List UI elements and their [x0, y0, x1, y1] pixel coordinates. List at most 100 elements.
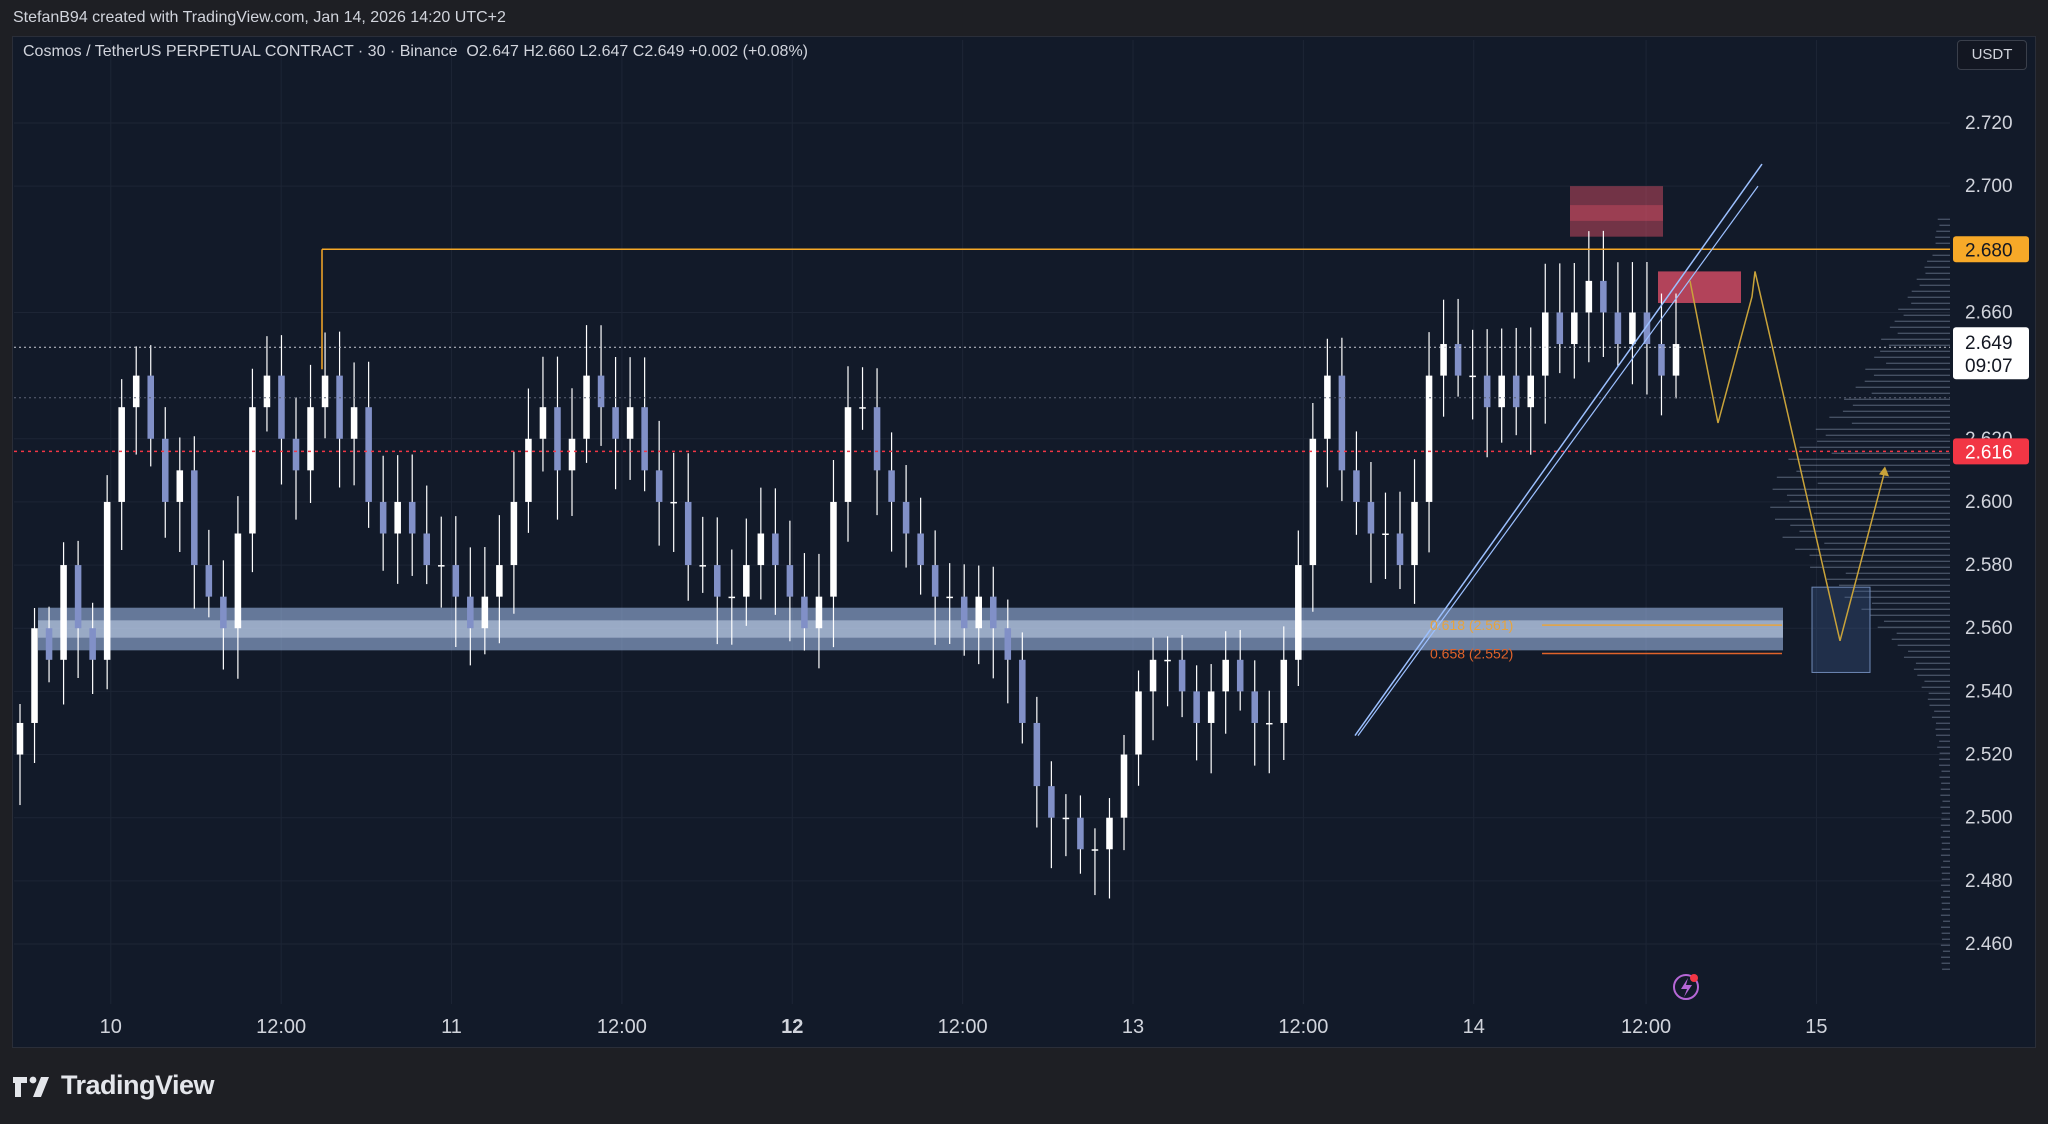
- candle-body: [946, 596, 953, 599]
- candle-body: [379, 501, 387, 534]
- candle-body: [554, 407, 561, 471]
- candle-body: [307, 407, 314, 471]
- candle-body: [1454, 344, 1462, 376]
- candle-body: [786, 565, 794, 597]
- candle-body: [1367, 501, 1375, 534]
- candle-body: [539, 407, 547, 439]
- candle-body: [510, 501, 518, 566]
- candle-body: [743, 565, 750, 597]
- candle-body: [1382, 533, 1389, 535]
- candle-body: [612, 407, 619, 439]
- supply-box-lower: [1658, 271, 1741, 303]
- candle-body: [902, 501, 910, 534]
- candle-body: [220, 596, 227, 629]
- time-tick-label: 12:00: [1621, 1016, 1671, 1038]
- candles: [16, 230, 1680, 899]
- candle-body: [437, 565, 445, 567]
- candle-body: [801, 596, 808, 629]
- resistance-price-label: 2.680: [1965, 240, 2013, 261]
- candle-body: [1338, 375, 1346, 471]
- grid-lines: [14, 40, 1950, 1004]
- candle-body: [278, 375, 285, 439]
- trend-line-upper: [1354, 163, 1763, 737]
- candle-body: [1193, 691, 1200, 723]
- candle-body: [1019, 659, 1026, 723]
- trend-line-lower: [1357, 185, 1759, 736]
- candle-body: [1178, 659, 1186, 692]
- attribution-text: StefanB94 created with TradingView.com, …: [13, 9, 506, 26]
- time-tick-label: 12:00: [938, 1016, 988, 1038]
- time-tick-label: 12:00: [597, 1016, 647, 1038]
- countdown-label: 09:07: [1965, 356, 2013, 377]
- time-tick-label: 12:00: [1278, 1016, 1328, 1038]
- candle-body: [60, 565, 67, 660]
- candle-body: [772, 533, 779, 566]
- supply-box-upper: [1570, 186, 1663, 237]
- time-tick-label: 13: [1122, 1016, 1144, 1038]
- support-zone-core: [38, 620, 1783, 638]
- time-tick-label: 12: [781, 1016, 803, 1038]
- candle-body: [132, 375, 140, 408]
- candle-body: [931, 565, 939, 597]
- candle-body: [655, 470, 663, 502]
- candle-body: [191, 470, 198, 566]
- candle-body: [1062, 817, 1070, 820]
- candle-body: [583, 375, 590, 439]
- candle-body: [103, 501, 111, 660]
- target-box: [1811, 586, 1871, 673]
- candle-body: [1541, 312, 1549, 376]
- candle-body: [1149, 659, 1157, 692]
- candle-body: [757, 533, 765, 566]
- candle-body: [1207, 691, 1215, 723]
- price-tick-label: 2.700: [1965, 176, 2013, 197]
- candle-body: [1483, 375, 1491, 408]
- support-zone: [38, 607, 1783, 651]
- currency-button[interactable]: USDT: [1957, 40, 2027, 70]
- price-tick-label: 2.520: [1965, 745, 2013, 766]
- chart-panel[interactable]: [12, 36, 2036, 1048]
- candle-body: [1033, 722, 1041, 787]
- candle-body: [45, 628, 53, 660]
- tradingview-logo-icon: [13, 1076, 49, 1097]
- price-tick-label: 2.460: [1965, 934, 2013, 955]
- candle-body: [1469, 375, 1476, 378]
- candle-body: [408, 501, 416, 534]
- candle-body: [350, 407, 358, 439]
- candle-body: [873, 407, 881, 471]
- candle-body: [292, 438, 300, 471]
- candle-body: [423, 533, 431, 566]
- candle-body: [1324, 375, 1331, 439]
- candle-body: [176, 470, 184, 502]
- candle-body: [989, 596, 997, 629]
- current-price-tag: [1953, 327, 2029, 380]
- candle-body: [1236, 659, 1244, 692]
- notification-dot: [1690, 974, 1698, 982]
- candle-body: [975, 596, 983, 629]
- time-tick-label: 14: [1463, 1016, 1485, 1038]
- price-tick-label: 2.480: [1965, 871, 2013, 892]
- candle-body: [1309, 438, 1317, 566]
- price-tick-label: 2.500: [1965, 808, 2013, 829]
- tradingview-logo[interactable]: TradingView: [13, 1070, 215, 1101]
- price-tick-label: 2.560: [1965, 618, 2013, 639]
- candle-body: [452, 565, 460, 597]
- candle-body: [1091, 849, 1099, 851]
- candle-body: [626, 407, 634, 439]
- candle-body: [960, 596, 968, 629]
- price-tick-label: 2.660: [1965, 302, 2013, 323]
- candle-body: [336, 375, 343, 439]
- supply-box-upper-core: [1570, 205, 1663, 221]
- candle-body: [1585, 280, 1593, 313]
- candle-body: [263, 375, 271, 408]
- projection-path: [1689, 271, 1886, 642]
- candle-body: [1280, 659, 1288, 723]
- lightning-icon: [1673, 974, 1699, 1000]
- candle-body: [1440, 344, 1447, 376]
- candle-body: [1396, 533, 1404, 566]
- candle-body: [1672, 344, 1680, 376]
- candle-body: [16, 722, 24, 755]
- time-tick-label: 15: [1805, 1016, 1827, 1038]
- candle-body: [1106, 817, 1113, 850]
- candle-body: [1411, 501, 1418, 566]
